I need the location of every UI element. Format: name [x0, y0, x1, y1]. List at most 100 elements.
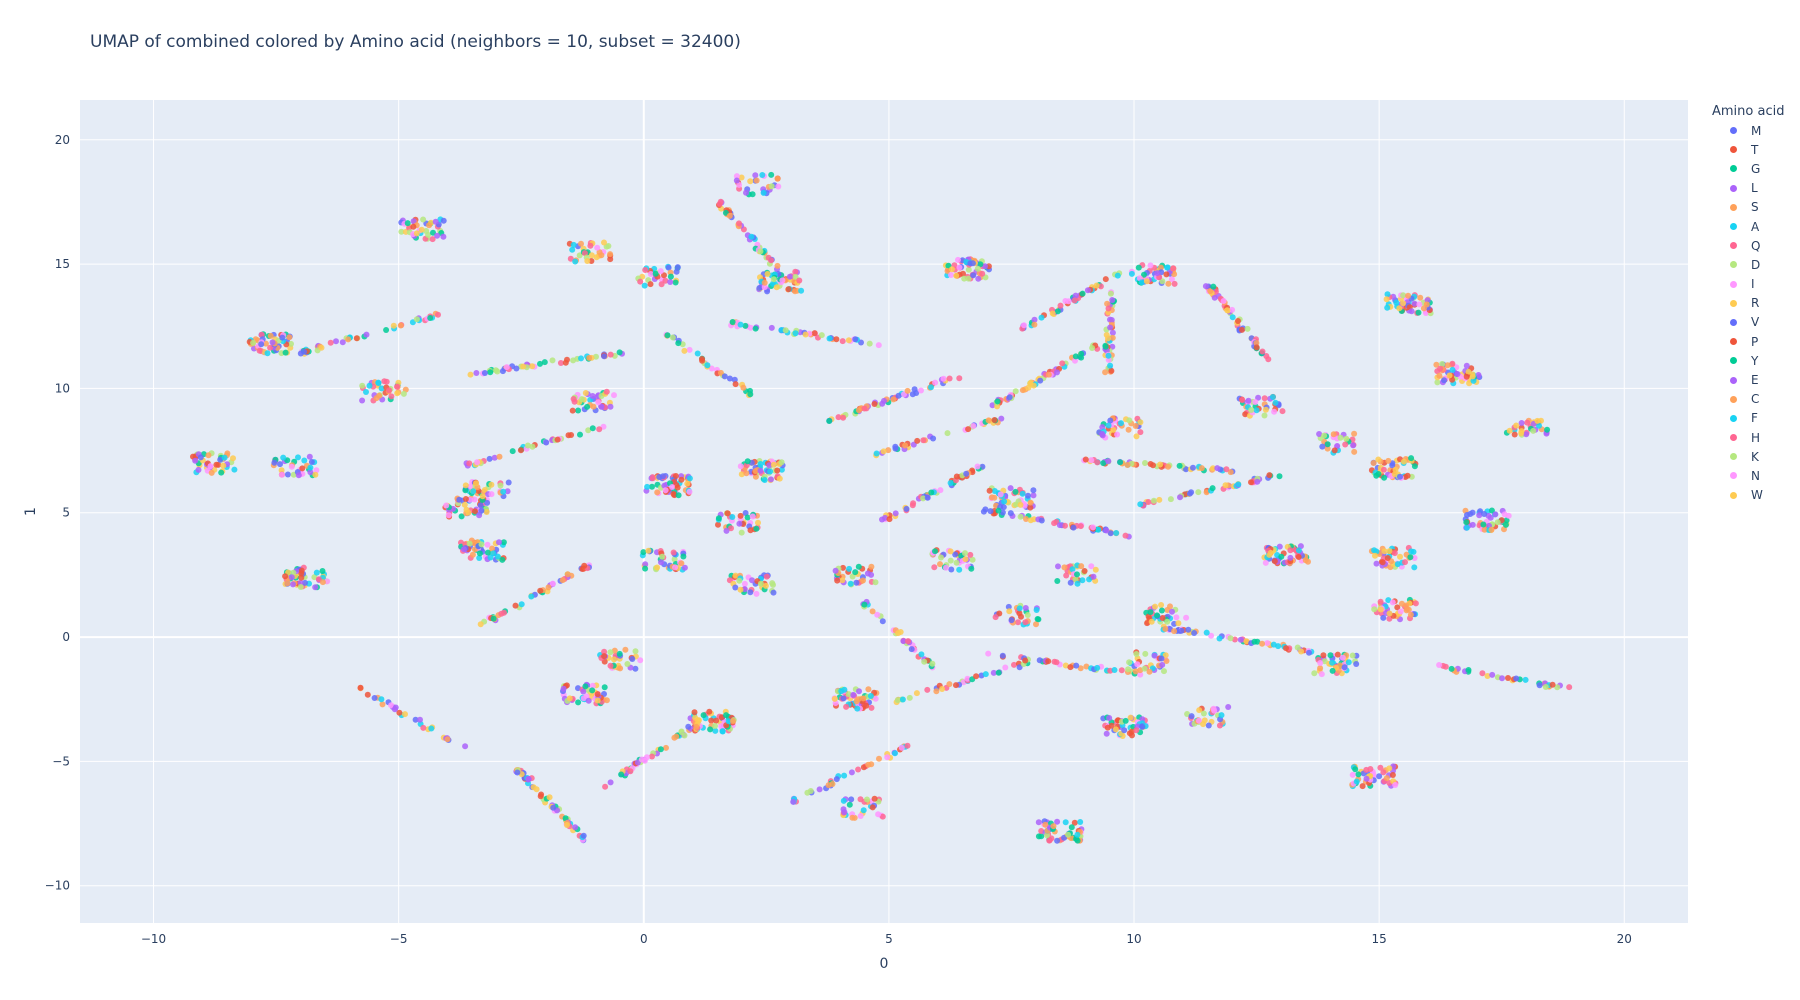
data-point — [673, 733, 680, 740]
data-point — [955, 256, 961, 263]
data-point — [397, 322, 404, 329]
data-point — [1372, 552, 1378, 559]
data-point — [327, 339, 334, 346]
data-point — [730, 718, 736, 725]
data-point — [1158, 607, 1165, 614]
data-point — [826, 418, 833, 424]
data-point — [818, 332, 825, 339]
data-point — [1488, 507, 1495, 514]
legend-item[interactable]: S — [1712, 198, 1784, 217]
data-point — [840, 806, 847, 813]
data-point — [497, 482, 504, 489]
legend-item[interactable]: L — [1712, 179, 1784, 198]
data-point — [747, 178, 754, 185]
data-point — [388, 393, 395, 400]
data-point — [884, 754, 891, 761]
data-point — [1154, 612, 1160, 619]
data-point — [1259, 348, 1266, 355]
legend-item[interactable]: W — [1712, 486, 1784, 505]
data-point — [1222, 482, 1229, 489]
x-tick-label: 5 — [885, 932, 893, 946]
data-point — [1165, 280, 1172, 287]
data-point — [471, 496, 478, 503]
legend-item[interactable]: F — [1712, 409, 1784, 428]
data-point — [678, 560, 685, 567]
data-point — [1383, 775, 1390, 782]
data-point — [835, 414, 842, 421]
data-point — [706, 708, 713, 715]
data-point — [938, 554, 944, 561]
data-point — [937, 561, 943, 568]
legend-item[interactable]: M — [1712, 121, 1784, 140]
legend-item[interactable]: Q — [1712, 236, 1784, 255]
legend-item[interactable]: R — [1712, 294, 1784, 313]
data-point — [1324, 441, 1331, 448]
data-point — [802, 331, 809, 338]
data-point — [1229, 314, 1236, 321]
data-point — [665, 264, 672, 271]
data-point — [1072, 292, 1079, 299]
data-point — [1410, 548, 1417, 555]
data-point — [762, 582, 769, 589]
data-point — [700, 712, 707, 719]
data-point — [476, 512, 483, 519]
data-point — [892, 445, 899, 452]
data-point — [1439, 361, 1446, 367]
data-point — [963, 470, 970, 477]
data-point — [1074, 580, 1081, 587]
data-point — [1134, 661, 1141, 668]
data-point — [617, 665, 624, 672]
data-point — [566, 695, 573, 702]
data-point — [1353, 778, 1360, 785]
data-point — [944, 268, 951, 274]
legend-item[interactable]: I — [1712, 275, 1784, 294]
data-point — [1069, 566, 1076, 573]
data-point — [1225, 704, 1232, 710]
data-point — [1105, 458, 1112, 465]
data-point — [947, 480, 954, 486]
data-point — [850, 691, 857, 698]
legend-item[interactable]: P — [1712, 332, 1784, 351]
data-point — [1266, 472, 1273, 479]
legend-item[interactable]: E — [1712, 370, 1784, 389]
data-point — [562, 359, 569, 366]
data-point — [641, 282, 648, 289]
data-point — [570, 396, 577, 402]
data-point — [575, 685, 581, 692]
data-point — [691, 709, 698, 716]
data-point — [1253, 407, 1260, 414]
legend-item[interactable]: H — [1712, 428, 1784, 447]
data-point — [1408, 455, 1415, 462]
data-point — [1196, 707, 1203, 714]
data-point — [761, 279, 768, 286]
data-point — [1054, 308, 1061, 315]
data-point — [928, 489, 935, 496]
legend-label: W — [1751, 488, 1763, 503]
legend-item[interactable]: Y — [1712, 351, 1784, 370]
data-point — [708, 717, 715, 724]
data-point — [1016, 605, 1023, 612]
y-tick-label: 10 — [55, 381, 70, 395]
legend-item[interactable]: G — [1712, 159, 1784, 178]
data-point — [1164, 264, 1171, 271]
data-point — [752, 468, 759, 474]
data-point — [649, 483, 655, 490]
legend-item[interactable]: D — [1712, 255, 1784, 274]
data-point — [1133, 433, 1140, 440]
legend-label: A — [1751, 219, 1760, 234]
data-point — [570, 241, 577, 248]
data-point — [848, 769, 855, 776]
data-point — [1394, 604, 1401, 611]
data-point — [879, 618, 886, 625]
data-point — [977, 261, 984, 268]
legend-item[interactable]: V — [1712, 313, 1784, 332]
data-point — [1022, 619, 1029, 626]
legend-item[interactable]: N — [1712, 466, 1784, 485]
legend-item[interactable]: C — [1712, 390, 1784, 409]
legend-item[interactable]: T — [1712, 140, 1784, 159]
data-point — [1145, 499, 1152, 505]
legend-item[interactable]: K — [1712, 447, 1784, 466]
legend-item[interactable]: A — [1712, 217, 1784, 236]
data-point — [693, 723, 700, 730]
